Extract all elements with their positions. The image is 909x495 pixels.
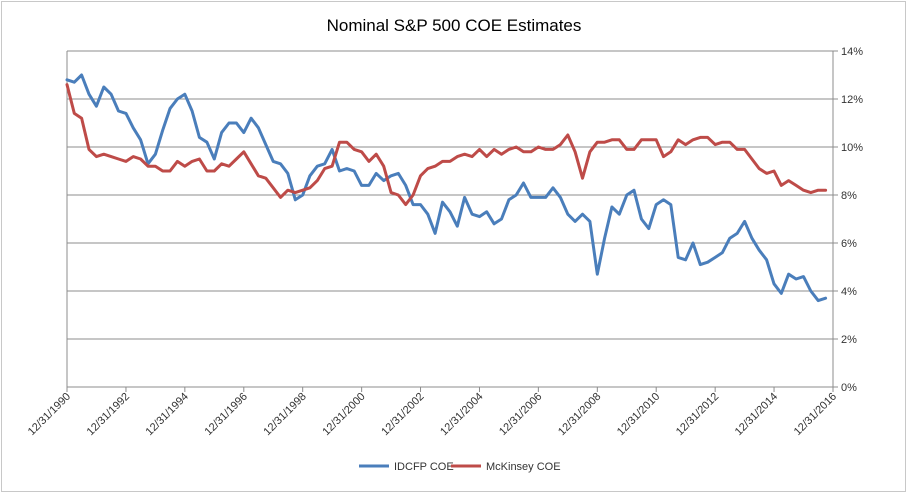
legend: IDCFP COE McKinsey COE (359, 461, 561, 473)
legend-label: IDCFP COE (394, 461, 454, 473)
series-line-idcfp (65, 73, 828, 303)
y-axis-tick-labels: 0% 2% 4% 6% 8% 10% 12% 14% (841, 46, 863, 394)
x-tick-label: 12/31/1998 (261, 391, 308, 438)
x-tick-label: 12/31/2010 (615, 391, 662, 438)
y-tick-label: 14% (841, 46, 863, 58)
x-tick-label: 12/31/2016 (792, 391, 839, 438)
y-tick-label: 0% (841, 382, 857, 394)
y-tick-label: 4% (841, 286, 857, 298)
y-tick-label: 10% (841, 142, 863, 154)
axes (66, 50, 838, 392)
x-tick-label: 12/31/2006 (497, 391, 544, 438)
x-tick-label: 12/31/2012 (674, 391, 721, 438)
x-tick-label: 12/31/2008 (556, 391, 603, 438)
x-tick-label: 12/31/2000 (320, 391, 367, 438)
series-lines (65, 73, 828, 303)
x-tick-label: 12/31/1996 (203, 391, 250, 438)
y-tick-label: 8% (841, 190, 857, 202)
chart-title: Nominal S&P 500 COE Estimates (327, 16, 582, 35)
y-tick-label: 12% (841, 94, 863, 106)
series-line-mckinsey (65, 83, 828, 207)
y-tick-label: 6% (841, 238, 857, 250)
x-tick-label: 12/31/2002 (379, 391, 426, 438)
y-tick-label: 2% (841, 334, 857, 346)
x-tick-label: 12/31/1994 (144, 391, 191, 438)
x-tick-label: 12/31/1992 (85, 391, 132, 438)
gridlines (67, 50, 833, 340)
x-tick-label: 12/31/2014 (733, 391, 780, 438)
x-axis-tick-labels: 12/31/1990 12/31/1992 12/31/1994 12/31/1996… (26, 391, 839, 438)
x-tick-label: 12/31/2004 (438, 391, 485, 438)
legend-label: McKinsey COE (486, 461, 561, 473)
x-tick-label: 12/31/1990 (26, 391, 73, 438)
